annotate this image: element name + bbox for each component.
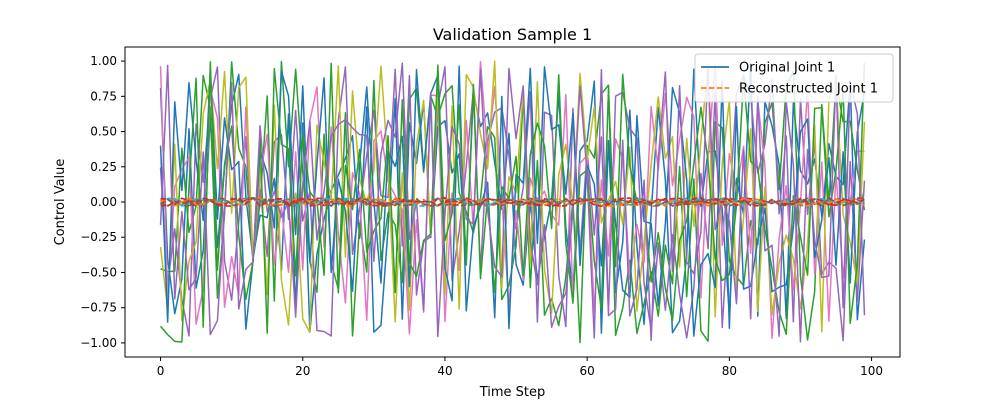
x-tick-label: 0 [157, 364, 165, 378]
series-line-8 [159, 60, 866, 334]
x-axis-label: Time Step [479, 385, 546, 400]
series-line-12 [159, 61, 866, 343]
x-tick-label: 20 [295, 364, 310, 378]
x-tick-label: 60 [580, 364, 595, 378]
y-tick-label: −0.50 [80, 265, 117, 279]
series-line-10 [159, 65, 866, 337]
series-group [159, 60, 866, 344]
series-line-15 [160, 197, 865, 207]
y-tick-label: 1.00 [90, 54, 117, 68]
y-axis: −1.00 −0.75 −0.50 −0.25 0.00 0.25 0.50 0.75 1.00 [80, 54, 125, 350]
legend-label: Original Joint 1 [739, 61, 835, 76]
y-tick-label: −0.75 [80, 301, 117, 315]
y-tick-label: 0.00 [90, 195, 117, 209]
y-tick-label: −1.00 [80, 336, 117, 350]
legend-box [694, 53, 894, 103]
legend-label: Reconstructed Joint 1 [739, 82, 878, 97]
x-tick-label: 100 [860, 364, 883, 378]
legend: Original Joint 1 Reconstructed Joint 1 [694, 53, 894, 103]
y-tick-label: −0.25 [80, 230, 117, 244]
x-axis: 0 20 40 60 80 100 [157, 357, 883, 378]
y-tick-label: 0.75 [90, 89, 117, 103]
chart-title: Validation Sample 1 [433, 25, 592, 44]
x-tick-label: 80 [722, 364, 737, 378]
x-tick-label: 40 [437, 364, 452, 378]
y-tick-label: 0.25 [90, 160, 117, 174]
y-axis-label: Control Value [53, 159, 68, 246]
y-tick-label: 0.50 [90, 125, 117, 139]
